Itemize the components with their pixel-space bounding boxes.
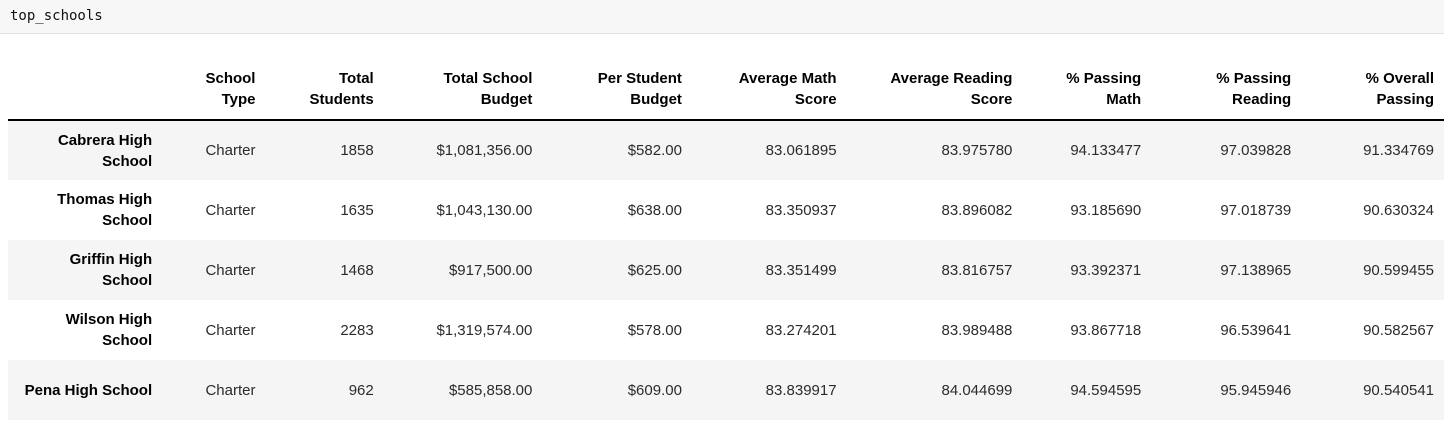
- index-header-blank: [8, 64, 163, 121]
- row-header-school: Griffin High School: [69, 251, 153, 289]
- column-header-3: Per Student Budget: [542, 64, 692, 121]
- column-header-0: School Type: [162, 64, 266, 121]
- column-header-6: % Passing Math: [1022, 64, 1152, 121]
- table-cell: 93.867718: [1070, 321, 1142, 339]
- row-header-school: Wilson High School: [65, 311, 153, 349]
- column-header-8: % Overall Passing: [1301, 64, 1444, 121]
- table-cell: $638.00: [627, 201, 682, 219]
- column-header-1: Total Students: [265, 64, 384, 121]
- table-cell: $578.00: [627, 321, 682, 339]
- table-cell: 91.334769: [1363, 142, 1434, 159]
- table-cell: 83.975780: [941, 142, 1013, 159]
- table-cell: 93.185690: [1070, 201, 1142, 219]
- table-cell: 94.133477: [1070, 142, 1142, 159]
- table-row-0: Cabrera High School Charter 1858 $1,081,356…: [8, 120, 1444, 180]
- table-cell: $609.00: [627, 381, 682, 399]
- table-cell: 90.582567: [1363, 321, 1434, 339]
- column-header-4: Average Math Score: [691, 64, 847, 121]
- table-cell: Charter: [205, 201, 256, 219]
- table-cell: 83.989488: [941, 321, 1013, 339]
- table-cell: 90.540541: [1363, 381, 1434, 399]
- column-header-5: Average Reading Score: [846, 64, 1023, 121]
- table-cell: 83.350937: [765, 201, 837, 219]
- table-cell: $1,043,130.00: [436, 201, 533, 219]
- table-cell: 84.044699: [941, 381, 1013, 399]
- table-cell: 83.351499: [765, 261, 837, 279]
- column-header-7: % Passing Reading: [1151, 64, 1302, 121]
- table-cell: 97.039828: [1220, 142, 1292, 159]
- table-cell: 1858: [340, 142, 374, 159]
- table-cell: 1468: [340, 261, 374, 279]
- table-cell: 95.945946: [1220, 381, 1292, 399]
- table-cell: 83.274201: [765, 321, 837, 339]
- table-cell: 97.138965: [1220, 261, 1292, 279]
- top-schools-table: School Type Total Students Total School Bu…: [8, 64, 1444, 420]
- row-header-school: Cabrera High School: [57, 131, 153, 170]
- table-cell: Charter: [205, 321, 256, 339]
- table-cell: $917,500.00: [448, 261, 533, 279]
- table-cell: 83.839917: [765, 381, 837, 399]
- table-cell: Charter: [205, 142, 256, 159]
- table-cell: 94.594595: [1070, 381, 1142, 399]
- table-body: Cabrera High School Charter 1858 $1,081,356…: [8, 120, 1444, 420]
- table-cell: 96.539641: [1220, 321, 1292, 339]
- table-cell: 2283: [340, 321, 374, 339]
- table-cell: 90.630324: [1363, 201, 1434, 219]
- code-cell-input[interactable]: top_schools: [0, 0, 1444, 34]
- header-row: School Type Total Students Total School Bu…: [8, 64, 1444, 121]
- table-cell: 962: [348, 381, 374, 399]
- table-row-1: Thomas High School Charter 1635 $1,043,130.…: [8, 180, 1444, 240]
- table-row-2: Griffin High School Charter 1468 $917,500.0…: [8, 240, 1444, 300]
- table-cell: 93.392371: [1070, 261, 1142, 279]
- table-cell: 1635: [340, 201, 374, 219]
- table-row-4: Pena High School Charter 962 $585,858.00 $60…: [8, 360, 1444, 420]
- table-cell: $1,319,574.00: [436, 321, 533, 339]
- column-header-2: Total School Budget: [383, 64, 543, 121]
- dataframe-output-area: School Type Total Students Total School Bu…: [0, 34, 1444, 424]
- table-cell: $625.00: [627, 261, 682, 279]
- table-cell: 83.061895: [765, 142, 837, 159]
- row-header-school: Thomas High School: [57, 191, 153, 229]
- table-cell: Charter: [205, 261, 256, 279]
- table-row-3: Wilson High School Charter 2283 $1,319,574.…: [8, 300, 1444, 360]
- table-cell: $1,081,356.00: [436, 142, 533, 159]
- table-cell: 83.896082: [941, 201, 1013, 219]
- code-text: top_schools: [10, 8, 103, 24]
- table-cell: Charter: [205, 381, 256, 399]
- table-cell: $585,858.00: [448, 381, 533, 399]
- table-head: School Type Total Students Total School Bu…: [8, 64, 1444, 121]
- table-cell: 97.018739: [1220, 201, 1292, 219]
- table-cell: $582.00: [627, 142, 682, 159]
- row-header-school: Pena High School: [24, 381, 153, 399]
- table-cell: 83.816757: [941, 261, 1013, 279]
- table-cell: 90.599455: [1363, 261, 1434, 279]
